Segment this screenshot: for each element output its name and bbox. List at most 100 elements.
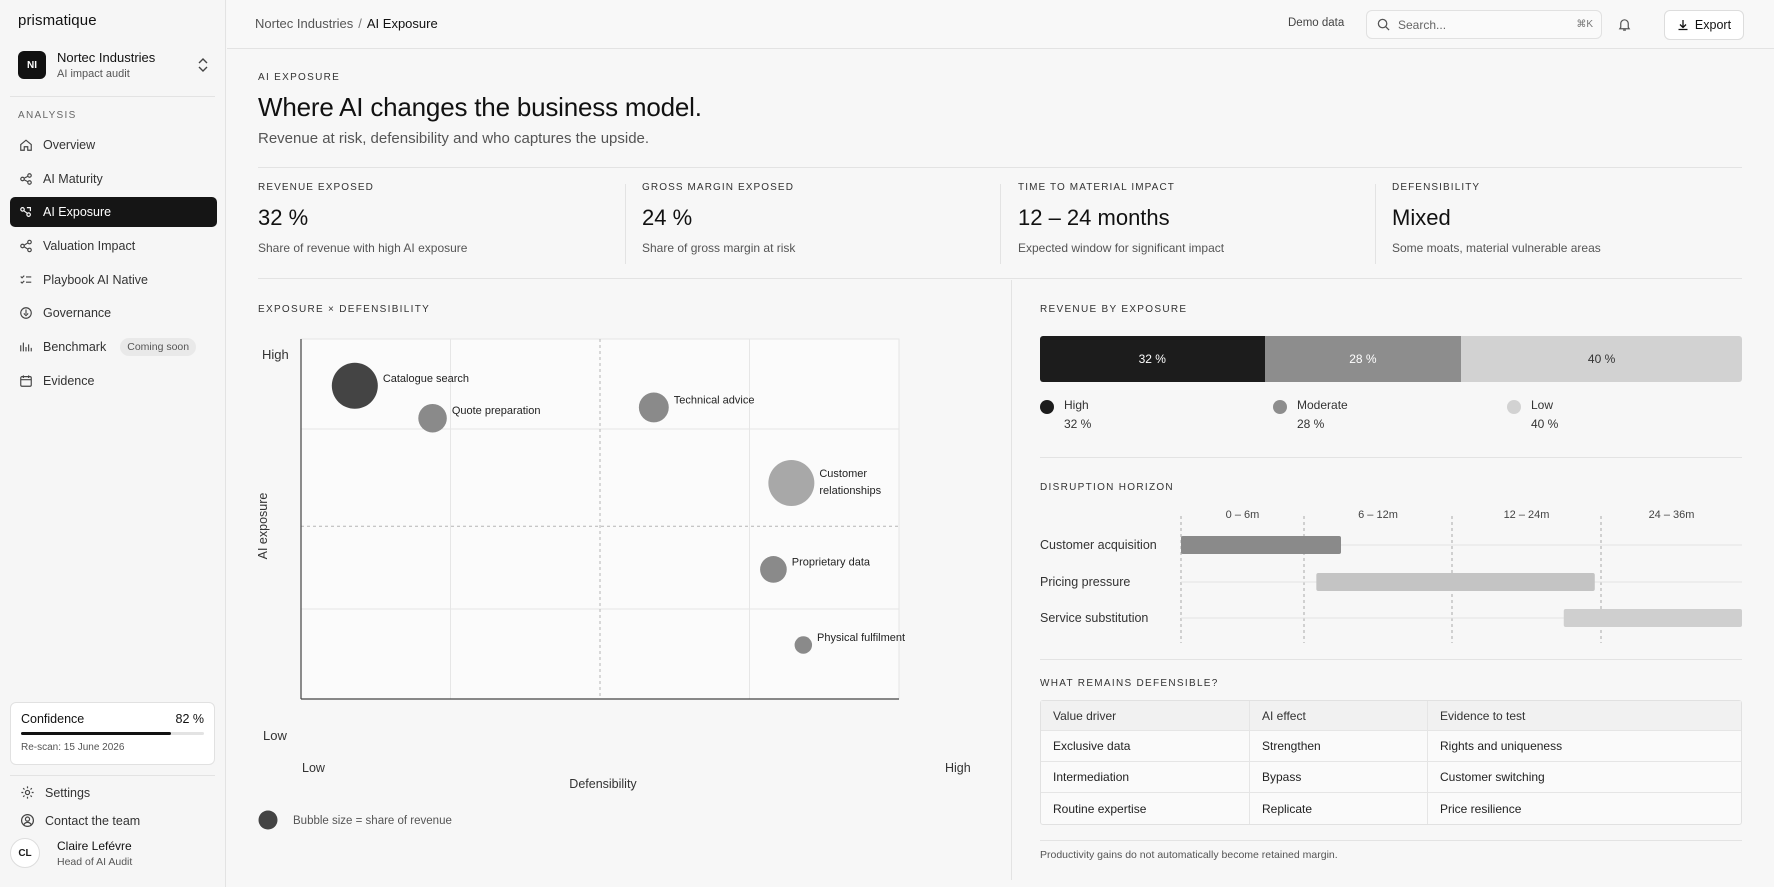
kpi-value: 32 % [258,205,309,230]
org-switcher[interactable]: NI Nortec Industries AI impact audit [10,44,216,86]
horizon-row-label: Pricing pressure [1040,575,1130,589]
divider [1375,184,1376,264]
rescan-date: Re-scan: 15 June 2026 [21,742,125,753]
confidence-card: Confidence 82 % Re-scan: 15 June 2026 [10,702,215,765]
page-subtitle: Revenue at risk, defensibility and who c… [258,130,650,147]
legend-high: High 32 % [1040,398,1091,431]
segment-high: 32 % [1040,336,1265,382]
bubble-label: Physical fulfilment [817,632,905,644]
table-cell: Price resilience [1427,793,1741,824]
legend-name: High [1064,398,1089,412]
defensible-title: WHAT REMAINS DEFENSIBLE? [1040,678,1219,689]
bubble[interactable] [331,362,378,409]
legend-value: 40 % [1531,417,1559,431]
divider [1011,280,1012,880]
contact-label: Contact the team [45,813,141,828]
nav-item-label: Benchmark [43,340,107,355]
bubble-label: Customer [819,468,867,480]
page-title: Where AI changes the business model. [258,92,702,122]
nav-item-valuation-impact[interactable]: Valuation Impact [10,231,217,261]
period-label: 24 – 36m [1649,509,1695,521]
nav-item-label: Governance [43,306,112,321]
table-row: Routine expertise Replicate Price resili… [1041,793,1741,824]
checklist-icon [20,274,32,284]
search-icon [1377,18,1390,31]
nav-item-playbook[interactable]: Playbook AI Native [10,265,217,295]
period-label: 0 – 6m [1226,509,1260,521]
revenue-exposure-title: REVENUE BY EXPOSURE [1040,304,1188,315]
kpi-gross-margin-exposed: GROSS MARGIN EXPOSED 24 % Share of gross… [642,182,1002,262]
bubble[interactable] [638,392,669,423]
column-header: Value driver [1041,701,1249,731]
export-button[interactable]: Export [1664,10,1744,40]
settings-link[interactable]: Settings [20,785,90,800]
nav-item-governance[interactable]: Governance [10,298,217,328]
column-header: Evidence to test [1427,701,1741,731]
table-cell: Bypass [1249,762,1427,793]
sidebar: prismatique NI Nortec Industries AI impa… [0,0,226,887]
bubble[interactable] [760,556,787,583]
horizon-bar[interactable] [1181,536,1341,554]
share-icon [20,239,32,253]
horizon-row-label: Service substitution [1040,611,1148,625]
bubble-label: Catalogue search [383,373,469,385]
search-box[interactable]: ⌘K [1366,10,1602,39]
search-input[interactable] [1398,17,1558,32]
divider [1040,659,1742,660]
kpi-value: Mixed [1392,205,1451,230]
breadcrumb-parent[interactable]: Nortec Industries [255,16,354,31]
bubble-legend-swatch [258,810,278,830]
table-cell: Intermediation [1041,762,1249,793]
shield-icon [20,307,32,320]
bell-icon[interactable] [1617,17,1632,32]
divider [1000,184,1001,264]
divider [10,775,215,776]
confidence-bar-fill [21,732,172,735]
settings-label: Settings [45,785,91,800]
legend-value: 28 % [1297,417,1325,431]
contact-link[interactable]: Contact the team [20,813,140,828]
kpi-revenue-exposed: REVENUE EXPOSED 32 % Share of revenue wi… [258,182,618,262]
nav-heading: ANALYSIS [18,110,77,121]
segment-moderate: 28 % [1264,336,1462,382]
exposure-bubble-chart: High Low Low High Defensibility AI expos… [256,338,971,830]
kpi-label: GROSS MARGIN EXPOSED [642,182,795,193]
legend-name: Low [1531,398,1554,412]
legend-moderate: Moderate 28 % [1273,398,1348,431]
horizon-bar[interactable] [1316,573,1595,591]
user-name: Claire Lefévre [57,838,132,853]
table-cell: Customer switching [1427,762,1741,793]
table-cell: Replicate [1249,793,1427,824]
segment-low: 40 % [1461,336,1742,382]
app-logo: prismatique [18,12,97,29]
nav-item-label: AI Exposure [43,205,112,220]
kpi-value: 12 – 24 months [1018,205,1170,230]
confidence-value: 82 % [175,712,205,726]
kpi-time-to-impact: TIME TO MATERIAL IMPACT 12 – 24 months E… [1018,182,1378,262]
bubble[interactable] [768,460,815,506]
horizon-bar[interactable] [1563,609,1742,627]
table-cell: Rights and uniqueness [1427,731,1741,762]
nav-list: Overview AI Maturity AI Exposure Valuati… [10,130,217,400]
bubble[interactable] [794,636,813,654]
user-profile[interactable]: CL Claire Lefévre Head of AI Audit [10,838,132,868]
user-circle-icon [20,813,35,828]
nav-item-ai-exposure[interactable]: AI Exposure [10,197,217,228]
nav-item-benchmark[interactable]: Benchmark Coming soon [10,332,217,362]
divider [625,184,626,264]
nav-item-label: Playbook AI Native [43,272,148,287]
bubble-series: Catalogue search Quote preparation Technic… [331,362,905,654]
table-cell: Routine expertise [1053,801,1147,816]
nav-item-overview[interactable]: Overview [10,130,217,160]
kpi-row: REVENUE EXPOSED 32 % Share of revenue wi… [258,182,1742,264]
divider [1040,457,1742,458]
nav-item-label: Evidence [43,373,95,388]
exposure-icon [20,207,31,218]
avatar: CL [10,838,40,868]
y-low-label: Low [263,728,287,743]
bubble[interactable] [418,403,447,433]
kpi-label: REVENUE EXPOSED [258,182,374,193]
nav-item-evidence[interactable]: Evidence [10,366,217,396]
nav-item-ai-maturity[interactable]: AI Maturity [10,164,217,194]
legend-swatch [1273,400,1287,414]
